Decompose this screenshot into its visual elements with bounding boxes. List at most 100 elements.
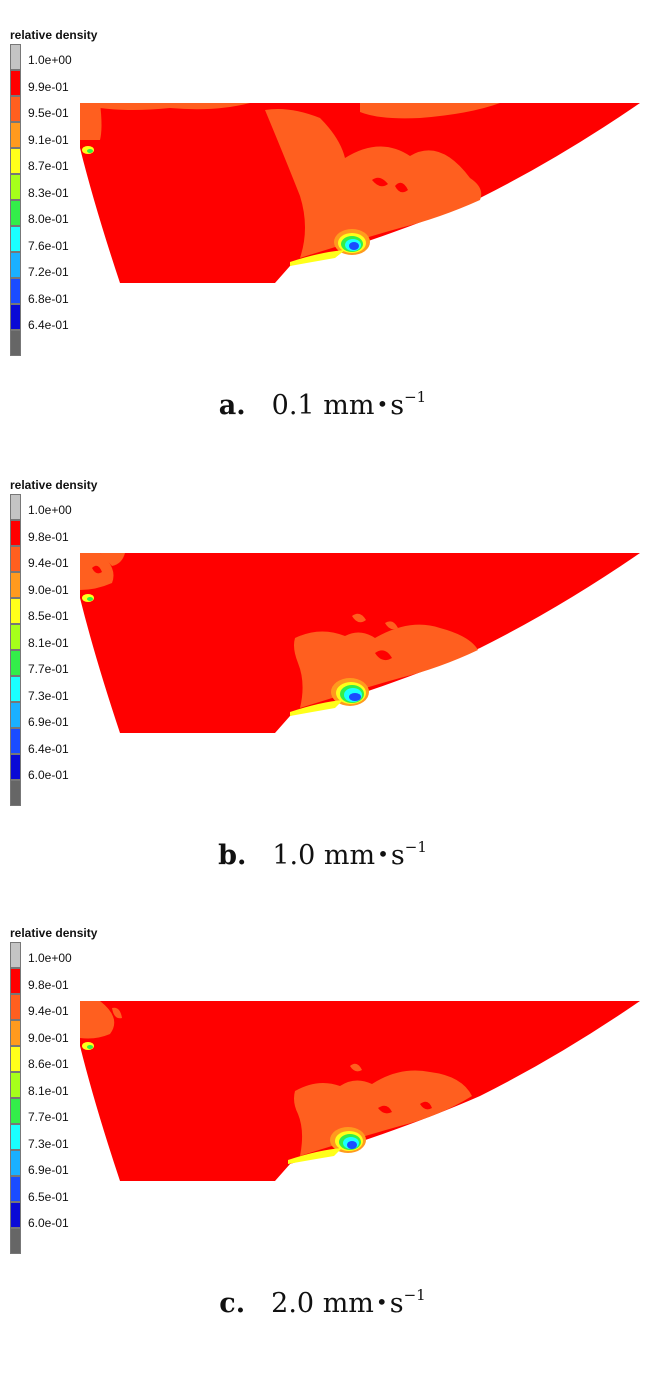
high-density-zone	[294, 624, 478, 708]
legend-swatch	[10, 70, 21, 96]
legend-tick-label: 6.9e-01	[28, 1163, 69, 1177]
density-contour-plot	[80, 103, 640, 283]
legend-tick-label: 9.1e-01	[28, 133, 69, 147]
legend-tick-label: 9.0e-01	[28, 1031, 69, 1045]
low-density-spot	[349, 693, 361, 701]
speed-unit: mm	[323, 840, 376, 871]
edge-band	[288, 1148, 342, 1164]
unit-exponent: −1	[404, 388, 427, 406]
legend-swatch	[10, 1150, 21, 1176]
legend-swatch	[10, 174, 21, 200]
panel-letter: c.	[219, 1288, 246, 1319]
edge-spot	[87, 597, 93, 601]
legend-tick-label: 9.4e-01	[28, 1004, 69, 1018]
legend-swatch	[10, 1124, 21, 1150]
high-density-zone	[395, 182, 408, 193]
legend-tick-label: 6.0e-01	[28, 768, 69, 782]
legend-swatch	[10, 1228, 21, 1254]
panel-c: relative density 1.0e+00 9.8e-01 9.4e-01…	[0, 926, 645, 1375]
high-density-zone	[378, 1105, 392, 1114]
legend-swatch	[10, 96, 21, 122]
legend-swatch	[10, 546, 21, 572]
legend-swatch	[10, 252, 21, 278]
legend-swatch	[10, 1046, 21, 1072]
legend-swatch	[10, 1202, 21, 1228]
legend-swatch	[10, 780, 21, 806]
high-density-zone	[420, 1101, 432, 1110]
density-contour-plot	[80, 553, 640, 733]
legend-tick-label: 8.6e-01	[28, 1057, 69, 1071]
high-density-zone	[372, 177, 388, 187]
legend-tick-label: 9.9e-01	[28, 80, 69, 94]
legend-swatch	[10, 122, 21, 148]
high-density-zone	[385, 621, 398, 630]
legend-tick-label: 6.0e-01	[28, 1216, 69, 1230]
legend-tick-label: 8.7e-01	[28, 159, 69, 173]
low-density-spot	[347, 1141, 357, 1149]
edge-spot	[87, 149, 93, 153]
legend-swatch	[10, 572, 21, 598]
high-density-zone	[80, 1001, 115, 1039]
legend-tick-label: 1.0e+00	[28, 951, 72, 965]
density-contour-plot	[80, 1001, 640, 1181]
high-density-zone	[112, 1007, 122, 1019]
high-density-zone	[100, 103, 250, 110]
unit-exponent: −1	[403, 1286, 426, 1304]
speed-unit-time: s	[390, 390, 405, 421]
legend-tick-label: 8.0e-01	[28, 212, 69, 226]
panel-letter: b.	[218, 840, 247, 871]
high-density-zone	[100, 553, 125, 566]
legend-tick-label: 1.0e+00	[28, 53, 72, 67]
legend-swatch	[10, 650, 21, 676]
edge-band	[290, 250, 345, 266]
legend-tick-label: 1.0e+00	[28, 503, 72, 517]
legend-swatch	[10, 754, 21, 780]
legend-swatch	[10, 968, 21, 994]
panel-caption: b. 1.0 mm •s−1	[218, 838, 427, 872]
speed-unit-time: s	[389, 1288, 404, 1319]
legend-tick-label: 9.8e-01	[28, 978, 69, 992]
legend-tick-label: 9.8e-01	[28, 530, 69, 544]
low-density-spot	[349, 242, 359, 250]
legend-swatch	[10, 44, 21, 70]
legend-swatch	[10, 200, 21, 226]
legend-tick-label: 6.4e-01	[28, 742, 69, 756]
speed-value: 1.0	[272, 840, 316, 871]
legend-title: relative density	[10, 478, 98, 492]
speed-unit: mm	[322, 1288, 374, 1319]
high-density-zone	[352, 613, 366, 623]
panel-letter: a.	[218, 390, 246, 421]
legend-title: relative density	[10, 28, 98, 42]
legend-tick-label: 6.5e-01	[28, 1190, 69, 1204]
legend-swatch	[10, 624, 21, 650]
high-density-zone	[350, 1063, 362, 1072]
panel-b: relative density 1.0e+00 9.8e-01 9.4e-01…	[0, 478, 645, 927]
panel-caption: c. 2.0 mm •s−1	[219, 1286, 426, 1320]
legend-swatch	[10, 598, 21, 624]
legend-tick-label: 8.5e-01	[28, 609, 69, 623]
speed-value: 0.1	[271, 390, 315, 421]
legend-tick-label: 7.7e-01	[28, 1110, 69, 1124]
legend-swatch	[10, 226, 21, 252]
legend-tick-label: 7.2e-01	[28, 265, 69, 279]
legend-swatch	[10, 728, 21, 754]
legend-tick-label: 9.5e-01	[28, 106, 69, 120]
edge-spot	[87, 1045, 93, 1049]
edge-band	[290, 700, 343, 716]
high-density-zone	[375, 650, 392, 661]
high-density-zone	[92, 565, 102, 574]
legend-tick-label: 8.3e-01	[28, 186, 69, 200]
legend-tick-label: 6.4e-01	[28, 318, 69, 332]
panel-caption: a. 0.1 mm •s−1	[218, 388, 427, 422]
legend-swatch	[10, 278, 21, 304]
legend-tick-label: 6.9e-01	[28, 715, 69, 729]
high-density-zone	[294, 1070, 472, 1156]
legend-swatch	[10, 702, 21, 728]
legend-swatch	[10, 148, 21, 174]
legend-tick-label: 9.4e-01	[28, 556, 69, 570]
legend-swatch	[10, 1072, 21, 1098]
speed-value: 2.0	[271, 1288, 315, 1319]
legend-swatch	[10, 942, 21, 968]
legend-swatch	[10, 994, 21, 1020]
legend-tick-label: 8.1e-01	[28, 636, 69, 650]
